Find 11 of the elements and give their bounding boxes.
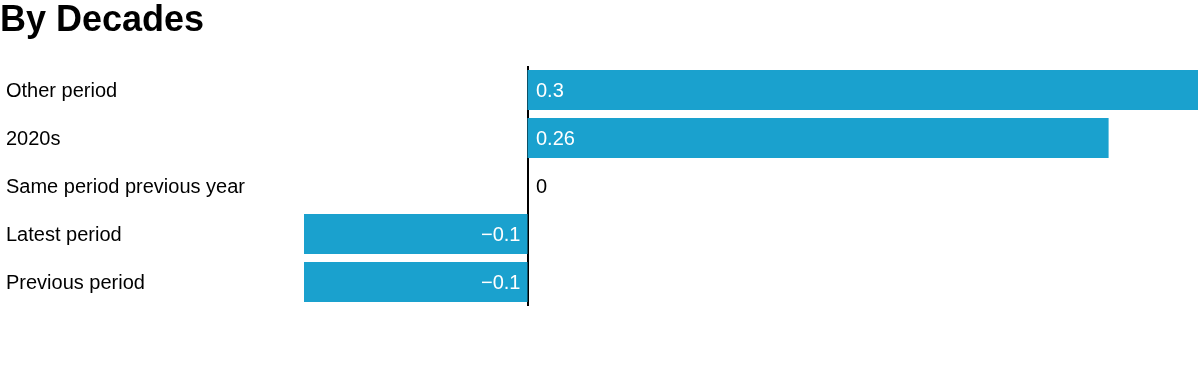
data-label: 0 bbox=[536, 175, 548, 197]
y-tick-label: Other period bbox=[6, 79, 118, 101]
y-tick-label: Same period previous year bbox=[6, 175, 246, 197]
data-label: −0.1 bbox=[481, 223, 521, 245]
y-tick-label: Previous period bbox=[6, 271, 145, 293]
data-label: 0.3 bbox=[536, 79, 564, 101]
chart-title: By Decades bbox=[0, 0, 205, 39]
y-tick-label: 2020s bbox=[6, 127, 61, 149]
y-tick-label: Latest period bbox=[6, 223, 122, 245]
data-label: 0.26 bbox=[536, 127, 575, 149]
data-label: −0.1 bbox=[481, 271, 521, 293]
